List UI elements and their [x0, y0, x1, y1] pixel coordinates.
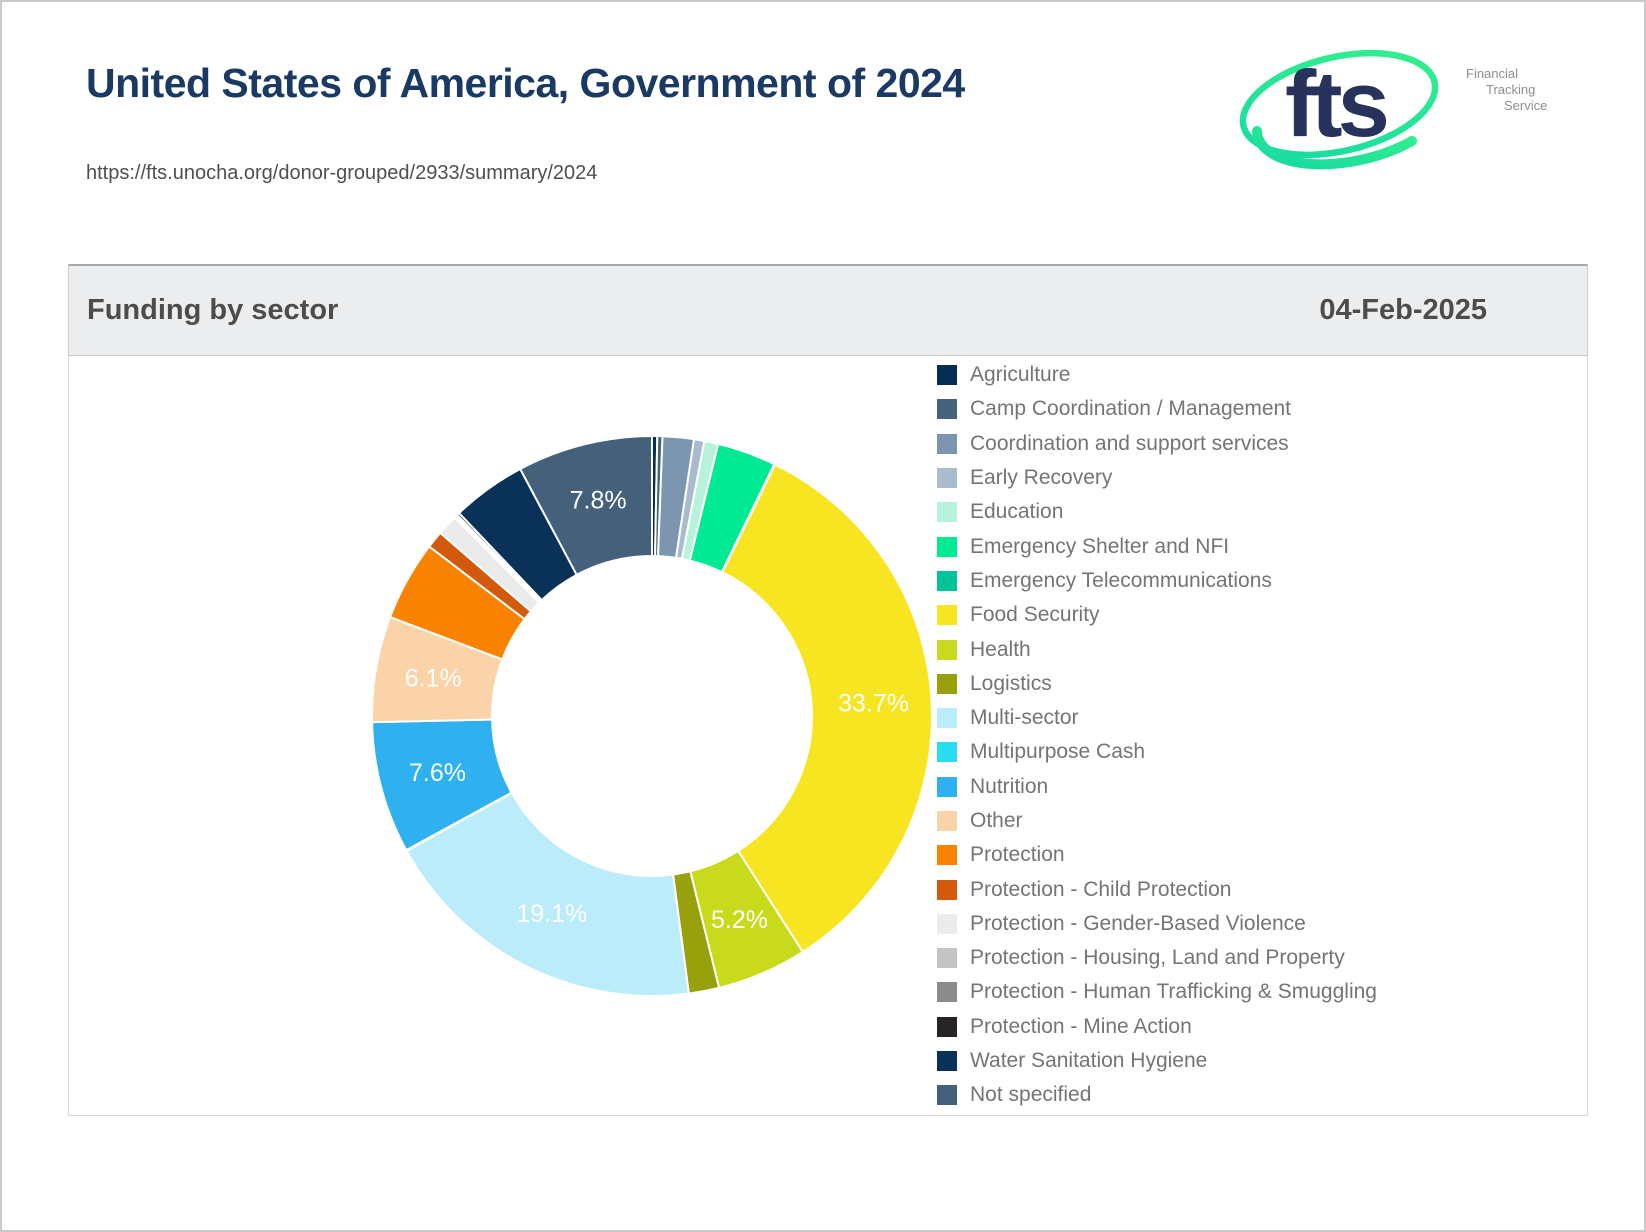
legend-label: Logistics: [970, 671, 1052, 695]
legend-swatch: [937, 468, 957, 489]
legend-swatch: [937, 365, 957, 386]
pie-slice-not-specified[interactable]: [519, 435, 653, 576]
legend-swatch: [937, 639, 957, 660]
legend-item-protection[interactable]: Protection: [937, 838, 1377, 872]
legend-item-emergency-telecommunications[interactable]: Emergency Telecommunications: [937, 564, 1377, 598]
page-title: United States of America, Government of …: [86, 60, 965, 106]
legend-item-coordination-and-support-services[interactable]: Coordination and support services: [937, 427, 1377, 461]
pie-slice-label: 19.1%: [516, 900, 587, 928]
legend-item-camp-coordination-management[interactable]: Camp Coordination / Management: [937, 392, 1377, 426]
pie-slice-label: 7.6%: [409, 759, 466, 787]
legend-swatch: [937, 1085, 957, 1106]
legend-swatch: [937, 776, 957, 797]
pie-slice-food-security[interactable]: [721, 463, 933, 953]
legend-item-protection-housing-land-and-property[interactable]: Protection - Housing, Land and Property: [937, 941, 1377, 975]
legend-swatch: [937, 1016, 957, 1037]
legend-item-protection-mine-action[interactable]: Protection - Mine Action: [937, 1010, 1377, 1044]
panel-header: Funding by sector 04-Feb-2025: [68, 264, 1588, 356]
legend-swatch: [937, 570, 957, 591]
logo-subtitle-line: Tracking: [1486, 82, 1536, 97]
chart-legend: Agriculture Camp Coordination / Managemen…: [937, 358, 1377, 1113]
legend-item-logistics[interactable]: Logistics: [937, 667, 1377, 701]
legend-label: Early Recovery: [970, 466, 1113, 490]
legend-item-not-specified[interactable]: Not specified: [937, 1078, 1377, 1112]
legend-item-agriculture[interactable]: Agriculture: [937, 358, 1377, 392]
logo-subtitle-line: Financial: [1466, 66, 1519, 81]
legend-item-food-security[interactable]: Food Security: [937, 598, 1377, 632]
legend-label: Food Security: [970, 603, 1100, 627]
pie-slice-label: 6.1%: [405, 665, 462, 693]
legend-swatch: [937, 742, 957, 763]
legend-label: Coordination and support services: [970, 431, 1289, 455]
legend-swatch: [937, 502, 957, 523]
legend-item-emergency-shelter-and-nfi[interactable]: Emergency Shelter and NFI: [937, 529, 1377, 563]
legend-label: Health: [970, 637, 1031, 661]
legend-swatch: [937, 982, 957, 1003]
legend-label: Protection: [970, 843, 1065, 867]
legend-swatch: [937, 913, 957, 934]
legend-label: Protection - Child Protection: [970, 877, 1232, 901]
legend-item-health[interactable]: Health: [937, 632, 1377, 666]
legend-swatch: [937, 605, 957, 626]
legend-item-nutrition[interactable]: Nutrition: [937, 770, 1377, 804]
legend-label: Emergency Shelter and NFI: [970, 534, 1230, 558]
logo-ellipse-swoosh: [1239, 49, 1439, 170]
legend-label: Education: [970, 500, 1064, 524]
fts-logo-mark: fts: [1239, 49, 1439, 170]
legend-label: Protection - Gender-Based Violence: [970, 911, 1306, 935]
pie-slice-label: 33.7%: [838, 690, 909, 718]
logo-subtitle-line: Service: [1504, 98, 1548, 113]
funding-by-sector-panel: Funding by sector 04-Feb-2025 33.7% 5.2% 1…: [68, 264, 1588, 1116]
fts-logo-subtitle: Financial Tracking Service: [1466, 66, 1547, 114]
legend-swatch: [937, 536, 957, 557]
legend-swatch: [937, 845, 957, 866]
legend-item-multi-sector[interactable]: Multi-sector: [937, 701, 1377, 735]
fts-logo-text: fts: [1285, 51, 1387, 156]
pie-slice-multi-sector[interactable]: [405, 792, 690, 997]
legend-label: Not specified: [970, 1083, 1092, 1107]
legend-swatch: [937, 399, 957, 420]
legend-label: Water Sanitation Hygiene: [970, 1049, 1208, 1073]
panel-date: 04-Feb-2025: [1319, 294, 1487, 326]
legend-label: Protection - Mine Action: [970, 1014, 1192, 1038]
legend-label: Agriculture: [970, 363, 1071, 387]
legend-item-protection-human-trafficking-smuggling[interactable]: Protection - Human Trafficking & Smuggli…: [937, 975, 1377, 1009]
legend-swatch: [937, 708, 957, 729]
panel-title: Funding by sector: [87, 294, 339, 326]
legend-swatch: [937, 433, 957, 454]
legend-item-protection-gender-based-violence[interactable]: Protection - Gender-Based Violence: [937, 907, 1377, 941]
legend-swatch: [937, 1051, 957, 1072]
pie-slice-label: 5.2%: [711, 906, 768, 934]
panel-body: 33.7% 5.2% 19.1% 7.6% 6.1% 7.8% Agriculture Ca…: [68, 356, 1588, 1116]
legend-label: Other: [970, 809, 1023, 832]
legend-item-early-recovery[interactable]: Early Recovery: [937, 461, 1377, 495]
legend-item-multipurpose-cash[interactable]: Multipurpose Cash: [937, 735, 1377, 769]
legend-label: Camp Coordination / Management: [970, 397, 1292, 421]
funding-donut-chart: 33.7% 5.2% 19.1% 7.6% 6.1% 7.8%: [371, 435, 933, 997]
legend-swatch: [937, 948, 957, 969]
legend-item-education[interactable]: Education: [937, 495, 1377, 529]
legend-item-other[interactable]: Other: [937, 804, 1377, 838]
legend-label: Multipurpose Cash: [970, 740, 1146, 764]
legend-label: Nutrition: [970, 774, 1049, 798]
legend-swatch: [937, 811, 957, 831]
legend-label: Emergency Telecommunications: [970, 568, 1272, 592]
fts-logo: fts: [1227, 26, 1497, 181]
legend-label: Multi-sector: [970, 706, 1079, 730]
legend-label: Protection - Human Trafficking & Smuggli…: [970, 980, 1377, 1004]
legend-label: Protection - Housing, Land and Property: [970, 946, 1345, 970]
legend-item-protection-child-protection[interactable]: Protection - Child Protection: [937, 872, 1377, 906]
pie-slice-label: 7.8%: [570, 487, 627, 515]
legend-swatch: [937, 879, 957, 900]
page-url: https://fts.unocha.org/donor-grouped/293…: [86, 162, 598, 184]
legend-item-water-sanitation-hygiene[interactable]: Water Sanitation Hygiene: [937, 1044, 1377, 1078]
legend-swatch: [937, 673, 957, 694]
